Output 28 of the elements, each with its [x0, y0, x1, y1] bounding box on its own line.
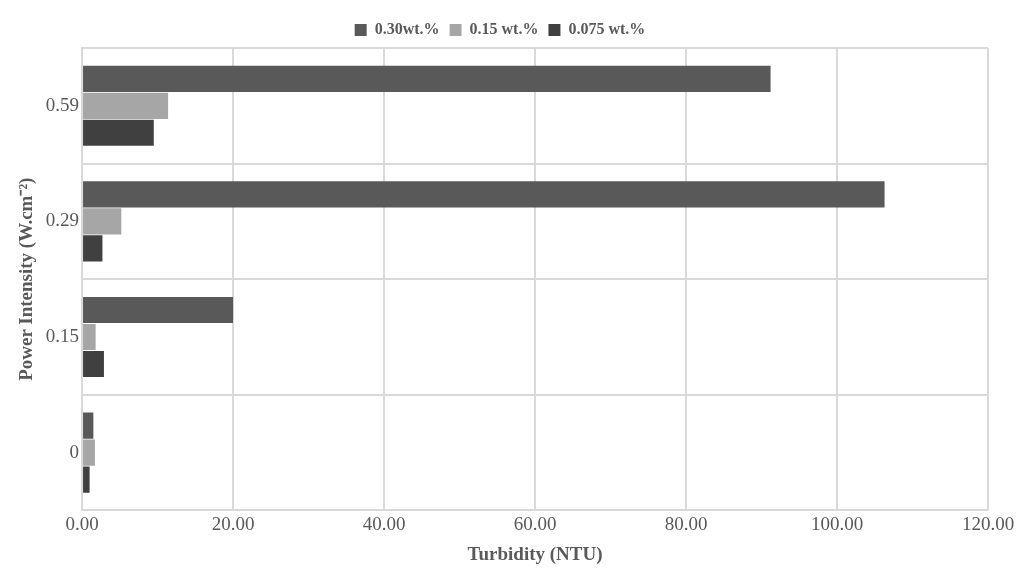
y-tick-label: 0.59: [45, 93, 80, 115]
bar: [83, 181, 885, 208]
x-axis-title: Turbidity (NTU): [467, 542, 603, 565]
y-tick-label: 0.15: [45, 324, 80, 346]
y-tick-label: 0: [69, 440, 80, 462]
bar: [83, 65, 771, 92]
bar: [83, 412, 94, 439]
legend-label: 0.075 wt.%: [568, 20, 646, 38]
x-tick-label: 100.00: [810, 512, 864, 534]
x-tick-label: 0.00: [65, 512, 99, 534]
bar: [83, 323, 96, 351]
bar: [83, 208, 122, 235]
bar: [83, 350, 104, 378]
x-tick-label: 20.00: [211, 512, 255, 534]
bar: [83, 466, 90, 493]
bar: [83, 235, 103, 262]
y-axis-title: Power Intensity (W.cm⁻²): [15, 177, 38, 381]
x-tick-label: 80.00: [664, 512, 708, 534]
legend-label: 0.15 wt.%: [469, 20, 539, 38]
x-tick-label: 120.00: [961, 512, 1015, 534]
bar: [83, 119, 154, 146]
y-tick-label: 0.29: [45, 209, 80, 231]
bar: [83, 439, 95, 466]
x-tick-label: 40.00: [362, 512, 406, 534]
bar: [83, 92, 169, 119]
x-tick-label: 60.00: [513, 512, 557, 534]
legend-label: 0.30wt.%: [374, 20, 440, 38]
bar: [83, 296, 234, 324]
